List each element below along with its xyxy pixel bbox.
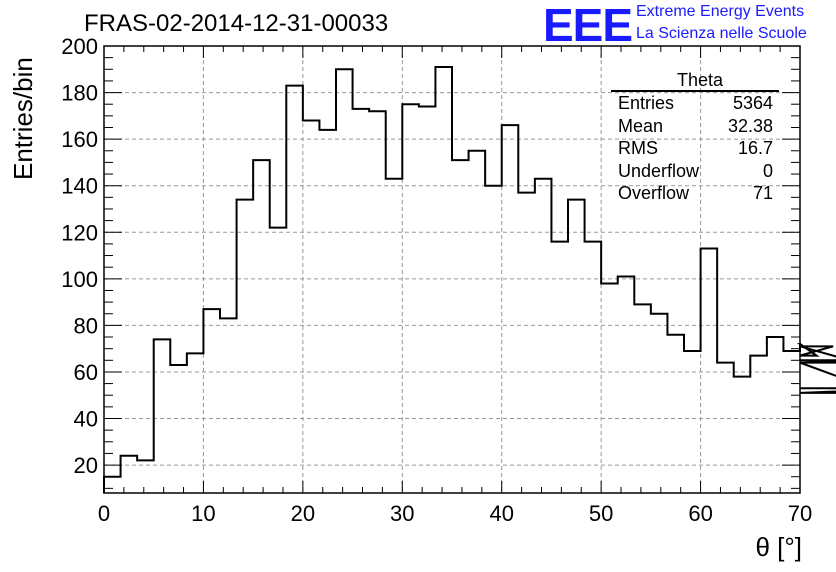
histogram-bin xyxy=(319,130,336,493)
histogram-bin xyxy=(734,377,751,493)
stats-row-underflow: Underflow 0 xyxy=(611,160,779,183)
stats-box-title: Theta xyxy=(611,70,779,92)
histogram-bin xyxy=(651,314,668,493)
histogram-bin xyxy=(237,200,254,493)
histogram-bin xyxy=(485,186,502,493)
histogram-bin xyxy=(717,363,734,493)
stats-label: RMS xyxy=(618,138,658,158)
y-axis-label: Entries/bin xyxy=(8,57,38,180)
histogram-bin xyxy=(154,339,171,493)
y-tick-label: 40 xyxy=(74,407,98,432)
histogram-bin xyxy=(452,160,469,493)
stats-row-overflow: Overflow 71 xyxy=(611,182,779,205)
histogram-bin xyxy=(634,304,651,493)
y-tick-label: 80 xyxy=(74,313,98,338)
histogram-bin xyxy=(601,283,618,493)
stats-value: 0 xyxy=(762,160,773,181)
x-tick-label: 50 xyxy=(589,501,613,526)
y-tick-label: 200 xyxy=(61,34,98,59)
stats-value: 5364 xyxy=(732,93,773,113)
histogram-step-line xyxy=(103,65,836,493)
x-tick-label: 30 xyxy=(390,501,414,526)
y-tick-label: 140 xyxy=(61,174,98,199)
histogram-bin xyxy=(535,179,552,493)
y-tick-label: 20 xyxy=(74,453,98,478)
histogram-bin xyxy=(104,477,121,493)
histogram-bin xyxy=(667,335,684,493)
stats-value: 71 xyxy=(752,183,773,203)
histogram-bin xyxy=(353,109,370,493)
y-tick-label: 100 xyxy=(61,267,98,292)
x-axis-label: θ [°] xyxy=(755,532,802,562)
stats-label: Mean xyxy=(618,115,664,136)
eee-logo: EEE xyxy=(543,0,633,51)
stats-row-mean: Mean 32.38 xyxy=(611,115,779,138)
logo-subtitle-line2: La Scienza nelle Scuole xyxy=(636,25,807,42)
histogram-bin xyxy=(270,228,287,493)
histogram-bin xyxy=(286,86,303,493)
histogram-bin xyxy=(170,365,187,493)
histogram-bin xyxy=(220,318,237,493)
stats-row-entries: Entries 5364 xyxy=(611,92,779,115)
histogram-bin xyxy=(369,111,386,493)
y-tick-label: 120 xyxy=(61,220,98,245)
stats-label: Underflow xyxy=(618,160,700,181)
y-tick-label: 180 xyxy=(61,81,98,106)
stats-label: Entries xyxy=(618,93,675,113)
histogram-bin xyxy=(253,160,270,493)
x-tick-label: 10 xyxy=(191,501,215,526)
histogram-bin xyxy=(203,309,220,493)
histogram-bin xyxy=(518,193,535,493)
histogram-bin xyxy=(701,249,718,493)
stats-label: Overflow xyxy=(618,183,690,203)
histogram-bin xyxy=(502,125,519,493)
histogram-bin xyxy=(750,356,767,493)
histogram-bin xyxy=(551,242,568,493)
x-tick-label: 60 xyxy=(688,501,712,526)
plot-title: FRAS-02-2014-12-31-00033 xyxy=(84,10,389,37)
histogram-bin xyxy=(767,337,784,493)
histogram-bin xyxy=(386,179,403,493)
histogram-bin xyxy=(435,67,452,493)
histogram-bin xyxy=(402,104,419,493)
x-tick-label: 20 xyxy=(291,501,315,526)
histogram-bin xyxy=(585,242,602,493)
plot-frame xyxy=(103,45,801,494)
histogram-bin xyxy=(187,353,204,493)
stats-value: 32.38 xyxy=(727,115,773,136)
y-tick-label: 60 xyxy=(74,360,98,385)
x-tick-label: 40 xyxy=(489,501,513,526)
histogram-bin xyxy=(618,276,635,493)
stats-value: 16.7 xyxy=(737,138,773,158)
histogram-bin xyxy=(568,200,585,493)
x-tick-label: 70 xyxy=(788,501,812,526)
histogram-bin xyxy=(137,460,154,493)
histogram-bin xyxy=(783,351,800,493)
histogram-bin xyxy=(469,151,486,493)
logo-subtitle-line1: Extreme Energy Events xyxy=(636,3,805,20)
stats-box: Theta Entries 5364 Mean 32.38 RMS 16.7 U… xyxy=(611,70,779,205)
histogram-bin xyxy=(336,69,353,493)
stats-row-rms: RMS 16.7 xyxy=(611,137,779,160)
histogram-bin xyxy=(121,456,138,493)
histogram-bin xyxy=(303,121,320,494)
histogram-bin xyxy=(419,107,436,493)
histogram-bin xyxy=(684,351,701,493)
x-tick-label: 0 xyxy=(98,501,110,526)
y-tick-label: 160 xyxy=(61,127,98,152)
